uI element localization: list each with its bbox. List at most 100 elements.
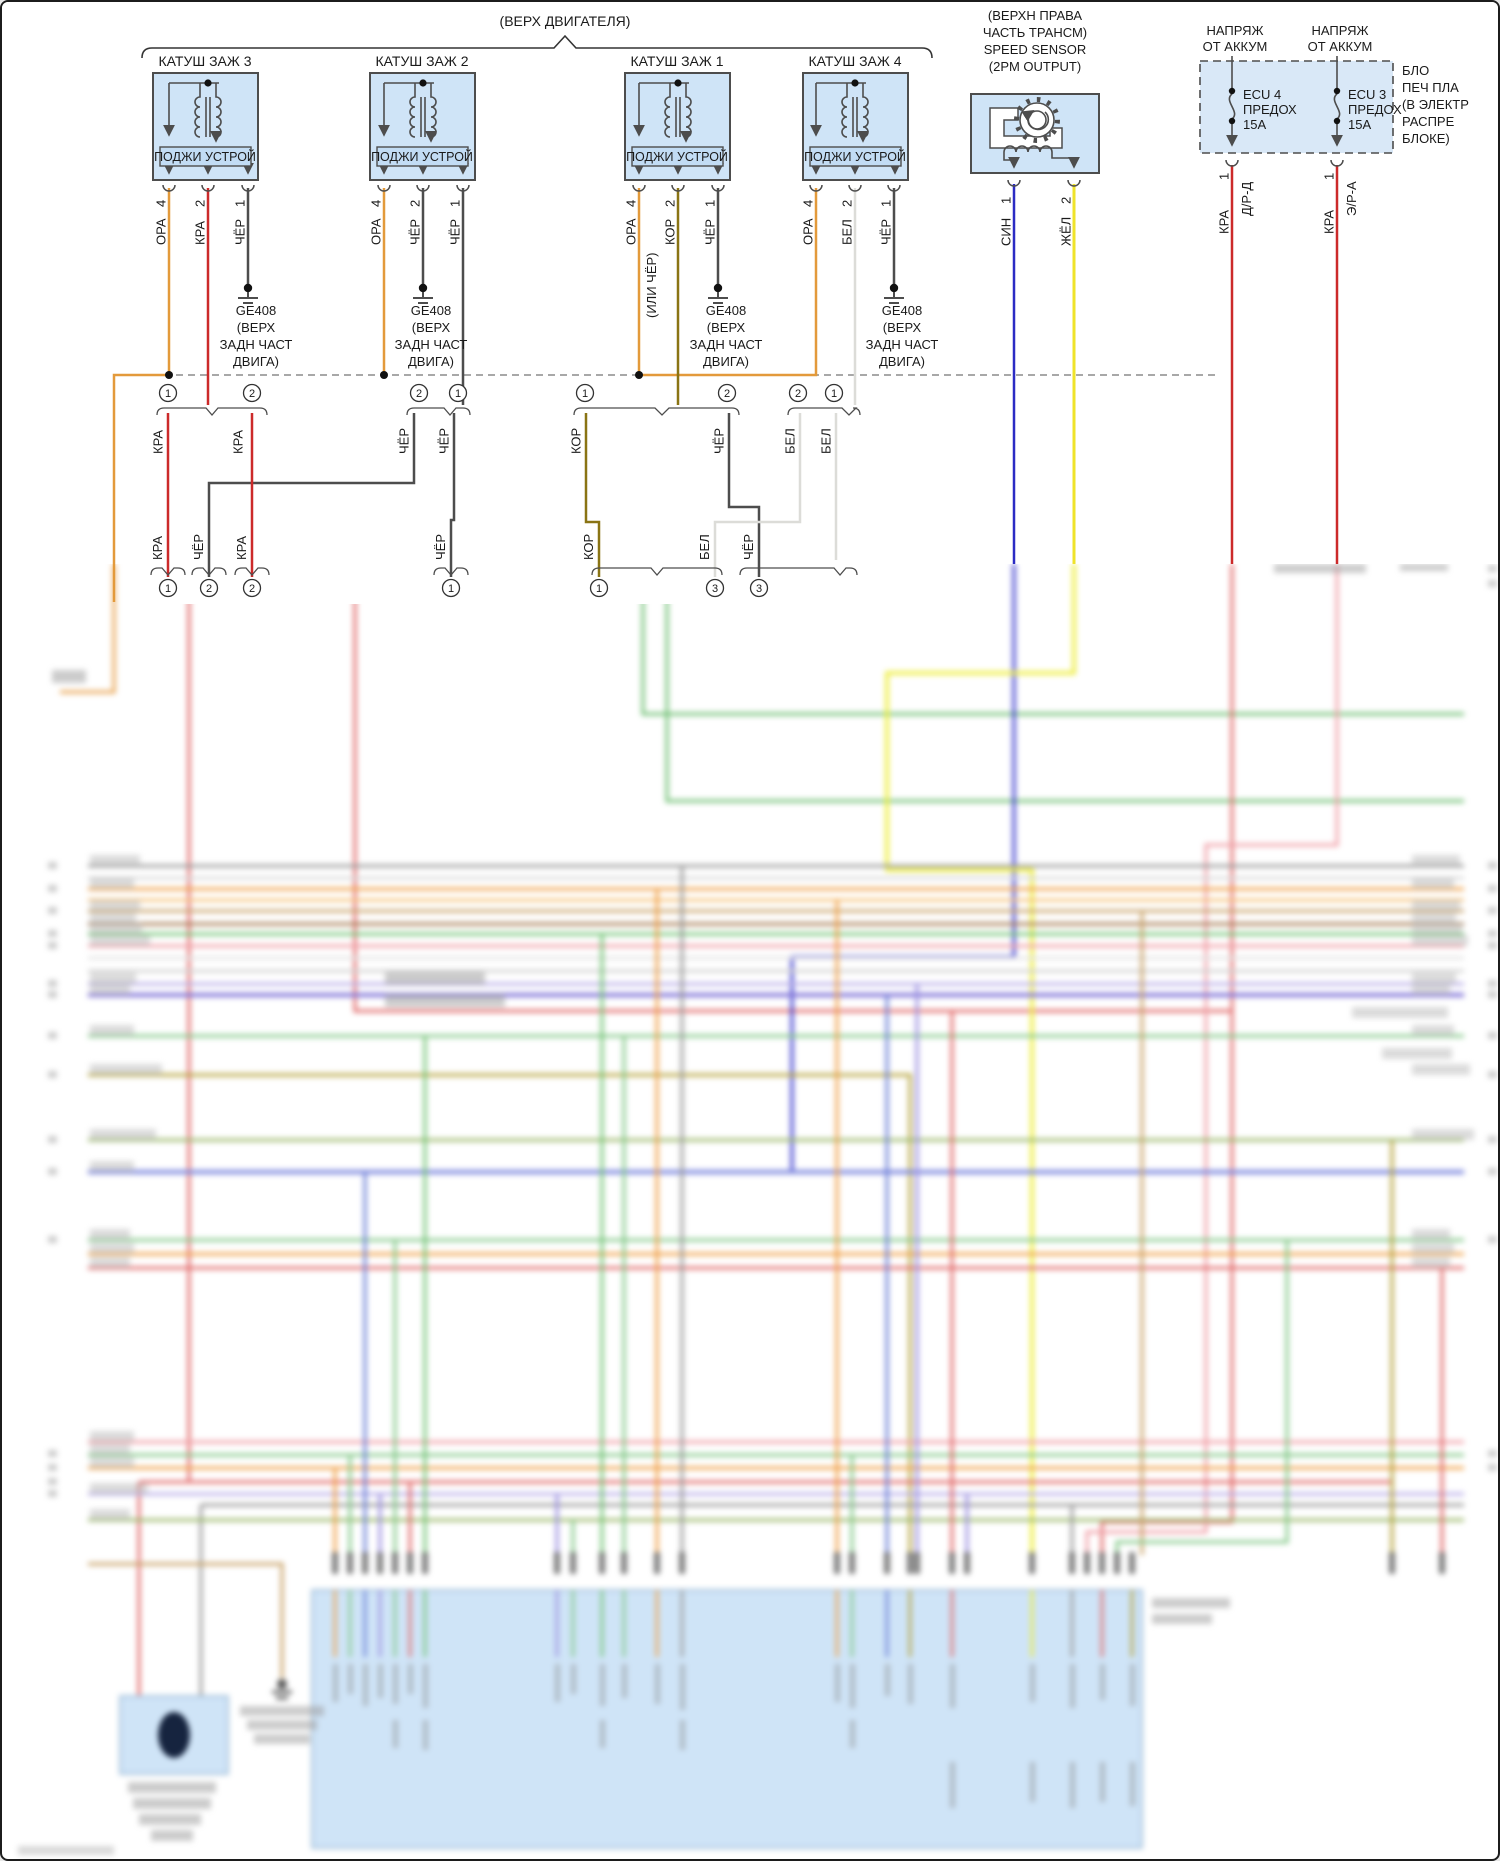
svg-text:1: 1	[165, 388, 171, 400]
svg-text:15А: 15А	[1243, 117, 1266, 132]
svg-text:1: 1	[879, 200, 894, 207]
svg-text:15А: 15А	[1348, 117, 1371, 132]
engine-top-bracket	[141, 34, 933, 59]
svg-text:НАПРЯЖ: НАПРЯЖ	[1206, 23, 1263, 38]
coil-title: КАТУШ ЗАЖ 2	[376, 53, 469, 69]
svg-text:1: 1	[1217, 173, 1232, 180]
svg-text:2: 2	[724, 388, 730, 400]
svg-text:2: 2	[193, 200, 208, 207]
svg-text:4: 4	[624, 200, 639, 207]
speed-sensor-block: (ВЕРХН ПРАВА ЧАСТЬ ТРАНСМ) SPEED SENSOR …	[970, 8, 1100, 246]
svg-text:ЧЁР: ЧЁР	[397, 428, 412, 454]
svg-text:ECU 4: ECU 4	[1243, 87, 1281, 102]
svg-text:2: 2	[249, 583, 255, 595]
svg-text:ДВИГА): ДВИГА)	[408, 354, 454, 369]
svg-text:ПРЕДОХ: ПРЕДОХ	[1243, 102, 1297, 117]
coil-title: КАТУШ ЗАЖ 1	[631, 53, 724, 69]
svg-text:ЧЁР: ЧЁР	[191, 534, 206, 560]
svg-text:КРА: КРА	[231, 430, 246, 454]
svg-text:2: 2	[249, 388, 255, 400]
connector-arcs	[162, 159, 1344, 192]
svg-text:1: 1	[999, 197, 1014, 204]
svg-text:4: 4	[801, 200, 816, 207]
svg-text:1: 1	[831, 388, 837, 400]
svg-text:ДВИГА): ДВИГА)	[703, 354, 749, 369]
svg-text:КОР: КОР	[581, 534, 596, 560]
svg-text:2: 2	[795, 388, 801, 400]
sensor-coil-icon	[1003, 145, 1053, 153]
svg-text:1: 1	[448, 200, 463, 207]
svg-text:ЧЁР: ЧЁР	[433, 534, 448, 560]
svg-text:ЧЁР: ЧЁР	[448, 219, 463, 245]
svg-text:БЕЛ: БЕЛ	[819, 428, 834, 454]
svg-text:SPEED SENSOR: SPEED SENSOR	[984, 42, 1087, 57]
svg-text:ПРЕДОХ: ПРЕДОХ	[1348, 102, 1402, 117]
igniter-label: ПОДЖИ УСТРОЙ	[626, 149, 728, 164]
svg-text:КОР: КОР	[569, 428, 584, 454]
igniter-label: ПОДЖИ УСТРОЙ	[154, 149, 256, 164]
connector-row-2: КРА ЧЁР КРА ЧЁР КОР БЕЛ ЧЁР	[150, 534, 858, 598]
svg-text:ОРА: ОРА	[801, 218, 816, 245]
alt-wire-note: (ИЛИ ЧЁР)	[644, 252, 659, 318]
svg-text:GE408: GE408	[882, 303, 922, 318]
svg-text:ОТ АККУМ: ОТ АККУМ	[1308, 39, 1373, 54]
black-wires	[207, 188, 896, 577]
coil-pin-labels: 4 2 1 ОРА КРА ЧЁР 4 2 1 ОРА ЧЁР ЧЁР 4 2 …	[154, 200, 894, 318]
igniter-label: ПОДЖИ УСТРОЙ	[371, 149, 473, 164]
svg-text:ЧЁР: ЧЁР	[879, 219, 894, 245]
white-wires	[713, 188, 857, 577]
svg-text:ПЕЧ ПЛА: ПЕЧ ПЛА	[1402, 80, 1459, 95]
svg-text:1: 1	[582, 388, 588, 400]
ground-points: GE408 (ВЕРХ ЗАДН ЧАСТ ДВИГА) GE408 (ВЕРХ ЗА…	[220, 282, 939, 369]
svg-text:ОРА: ОРА	[369, 218, 384, 245]
coil-blocks: КАТУШ ЗАЖ 3 КАТУШ ЗАЖ 2 КАТУШ ЗАЖ 1 КАТУ…	[152, 53, 909, 181]
svg-text:ЧЁР: ЧЁР	[437, 428, 452, 454]
coil-title: КАТУШ ЗАЖ 4	[809, 53, 902, 69]
svg-text:1: 1	[165, 583, 171, 595]
svg-text:2: 2	[840, 200, 855, 207]
svg-text:КРА: КРА	[150, 536, 165, 560]
svg-text:ЗАДН ЧАСТ: ЗАДН ЧАСТ	[220, 337, 293, 352]
svg-text:ОРА: ОРА	[154, 218, 169, 245]
svg-text:GE408: GE408	[411, 303, 451, 318]
svg-text:(2PM OUTPUT): (2PM OUTPUT)	[989, 59, 1081, 74]
svg-text:(ВЕРХ: (ВЕРХ	[412, 320, 451, 335]
svg-text:2: 2	[416, 388, 422, 400]
svg-text:4: 4	[369, 200, 384, 207]
svg-text:(ВЕРХ: (ВЕРХ	[707, 320, 746, 335]
svg-text:1: 1	[455, 388, 461, 400]
svg-text:БЛО: БЛО	[1402, 63, 1429, 78]
svg-text:БЛОКЕ): БЛОКЕ)	[1402, 131, 1450, 146]
red-wires	[166, 165, 1339, 577]
svg-text:1: 1	[596, 583, 602, 595]
svg-text:ЧЁР: ЧЁР	[233, 219, 248, 245]
svg-text:ДВИГА): ДВИГА)	[879, 354, 925, 369]
svg-text:GE408: GE408	[236, 303, 276, 318]
svg-text:БЕЛ: БЕЛ	[840, 219, 855, 245]
svg-text:РАСПРЕ: РАСПРЕ	[1402, 114, 1455, 129]
blurred-lower-diagram	[2, 560, 1498, 1859]
svg-text:4: 4	[154, 200, 169, 207]
svg-text:Э/Р-А: Э/Р-А	[1344, 181, 1359, 216]
svg-text:(ВЕРХ: (ВЕРХ	[237, 320, 276, 335]
svg-text:3: 3	[756, 583, 762, 595]
svg-text:ЧЁР: ЧЁР	[408, 219, 423, 245]
svg-text:ЗАДН ЧАСТ: ЗАДН ЧАСТ	[690, 337, 763, 352]
svg-text:КРА: КРА	[234, 536, 249, 560]
igniter-label: ПОДЖИ УСТРОЙ	[804, 149, 906, 164]
svg-text:GE408: GE408	[706, 303, 746, 318]
svg-text:2: 2	[408, 200, 423, 207]
svg-text:КОР: КОР	[663, 219, 678, 245]
svg-text:ЗАДН ЧАСТ: ЗАДН ЧАСТ	[866, 337, 939, 352]
fuse-symbols	[1226, 56, 1343, 147]
svg-text:3: 3	[712, 583, 718, 595]
svg-text:1: 1	[1322, 173, 1337, 180]
svg-text:2: 2	[663, 200, 678, 207]
svg-text:Д/Р-Д: Д/Р-Д	[1239, 182, 1254, 216]
svg-text:БЕЛ: БЕЛ	[783, 428, 798, 454]
coil-title: КАТУШ ЗАЖ 3	[159, 53, 252, 69]
svg-text:1: 1	[703, 200, 718, 207]
